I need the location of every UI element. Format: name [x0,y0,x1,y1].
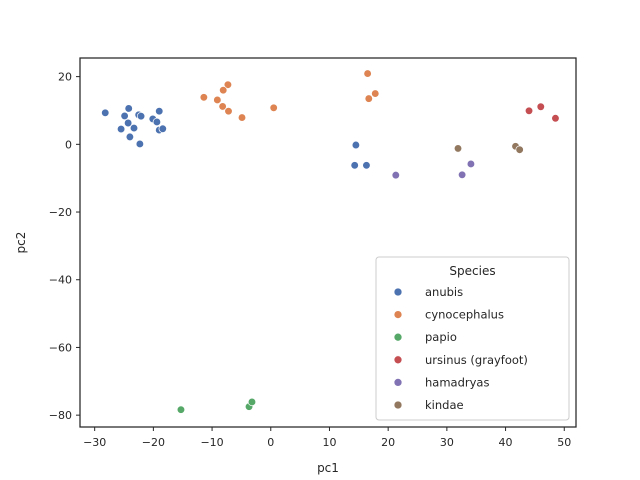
x-tick-label: −20 [142,436,165,449]
axis-ticks: −30 −20 −10 0 10 20 30 40 50 −80 −60 −40 −20 0 20 [49,71,571,449]
data-point [351,140,361,150]
data-point [136,112,146,121]
data-points [101,69,560,414]
legend-label: ursinus (grayfoot) [425,353,528,367]
data-point [152,117,162,127]
y-tick-label: −80 [49,409,72,422]
y-tick-label: −20 [49,206,72,219]
x-axis-label: pc1 [317,461,339,475]
legend-box [375,256,570,421]
legend-marker [393,378,403,387]
y-tick-label: −40 [49,274,72,287]
legend-label: papio [425,330,457,344]
x-tick-label: 40 [499,436,513,449]
data-point [155,106,164,116]
data-point [551,114,560,123]
data-point [199,93,209,102]
data-point [213,95,222,105]
x-tick-label: 10 [322,436,336,449]
legend-label: kindae [425,398,464,412]
y-tick-label: 20 [58,71,72,84]
legend-marker [393,400,403,410]
legend-label: anubis [425,285,463,299]
data-point [120,111,129,121]
legend-marker [393,355,403,365]
data-point [536,102,545,111]
x-tick-label: −10 [200,436,223,449]
data-point [391,170,400,180]
data-point [350,161,359,170]
x-tick-label: 30 [440,436,454,449]
data-point [371,89,380,98]
data-point [247,397,257,407]
legend-marker [393,287,403,297]
x-tick-label: −30 [83,436,106,449]
legend-label: cynocephalus [425,308,504,322]
data-point [176,405,186,414]
data-point [453,144,463,153]
data-point [129,123,139,133]
data-point [237,113,247,122]
data-point [363,69,372,78]
data-point [269,103,278,112]
y-tick-label: −60 [49,341,72,354]
data-point [457,170,467,179]
data-point [364,94,373,103]
data-point [524,106,534,115]
data-point [101,108,110,117]
legend-marker [393,310,403,319]
legend: Species anubis cynocephalus papio ursinus (… [375,256,570,421]
legend-marker [393,332,403,342]
data-point [218,102,227,111]
data-point [223,80,233,89]
data-point [124,104,133,113]
legend-label: hamadryas [425,375,489,389]
data-point [116,124,126,134]
y-tick-label: 0 [65,138,72,151]
data-point [135,139,145,149]
data-point [515,145,524,154]
data-point [158,124,167,133]
data-point [224,106,233,116]
data-point [466,159,476,169]
data-point [219,86,228,95]
x-tick-label: 20 [381,436,395,449]
data-point [125,132,135,142]
plot-frame [79,57,577,428]
x-tick-label: 50 [557,436,571,449]
x-tick-label: 0 [267,436,274,449]
data-point [362,161,371,170]
data-point [123,118,133,128]
y-axis-label: pc2 [14,232,28,254]
legend-title: Species [449,264,495,278]
